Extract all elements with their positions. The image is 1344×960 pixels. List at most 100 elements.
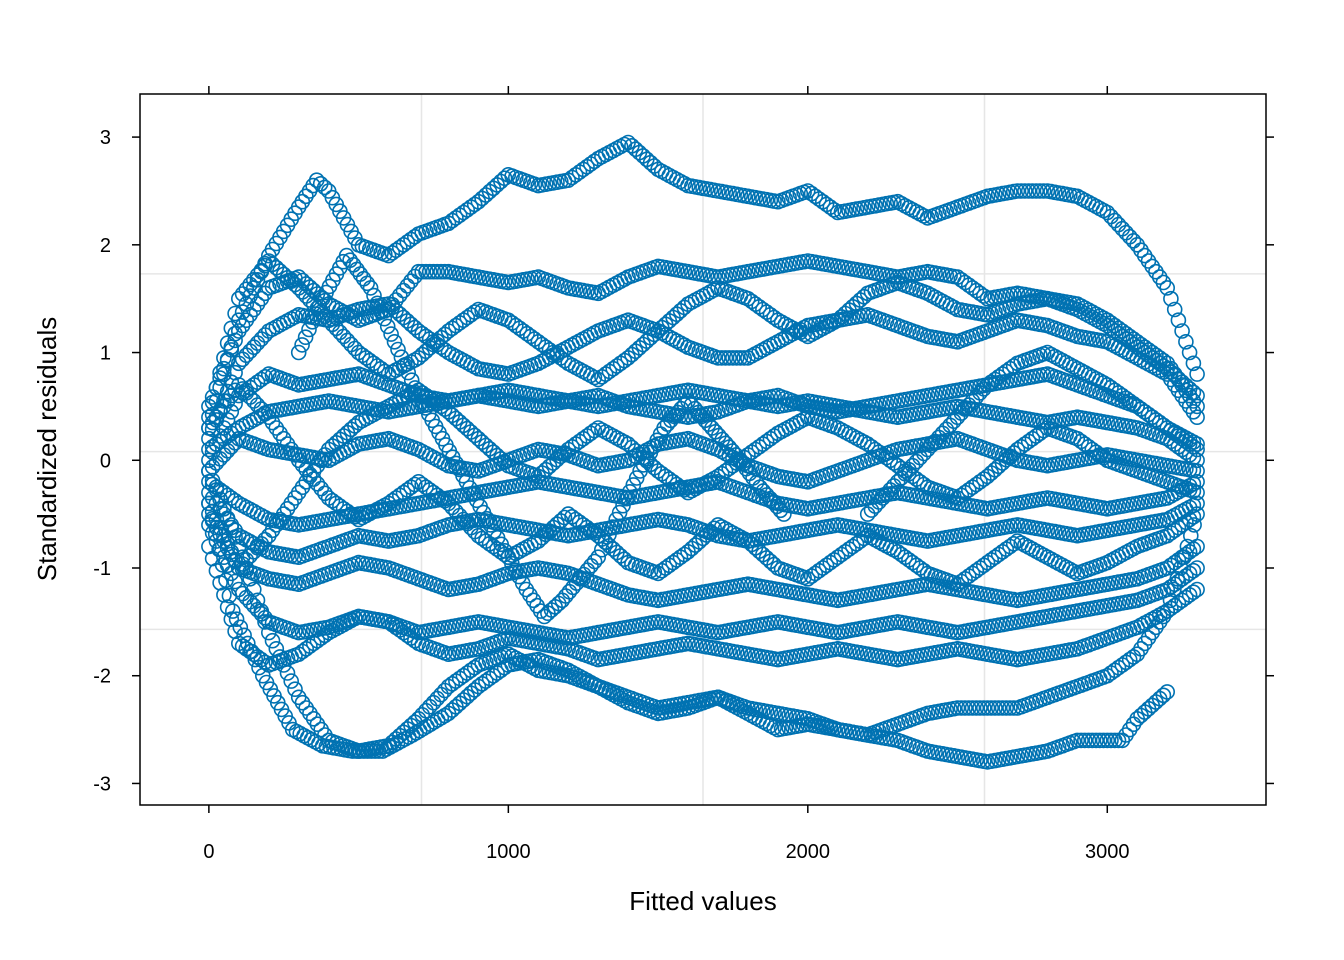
data-point [728, 350, 745, 366]
data-point [297, 329, 314, 346]
data-point [399, 278, 416, 294]
data-point [1084, 732, 1101, 749]
y-tick-label: -1 [93, 558, 111, 580]
data-point [343, 336, 359, 353]
data-point [227, 434, 243, 451]
data-point [316, 179, 333, 196]
data-point [246, 339, 262, 356]
y-axis-label: Standardized residuals [32, 317, 62, 582]
data-point [249, 335, 266, 351]
data-point [242, 343, 258, 360]
data-point [710, 350, 726, 366]
data-point [1005, 700, 1022, 716]
data-point [1170, 312, 1187, 329]
data-point [1110, 216, 1127, 233]
data-point [1107, 212, 1123, 229]
data-point [246, 393, 262, 409]
data-point [717, 350, 734, 366]
data-point [204, 389, 221, 405]
data-point [232, 619, 249, 636]
data-point [1189, 452, 1205, 469]
data-point [1088, 732, 1104, 749]
data-point [257, 614, 273, 630]
data-point [1002, 700, 1018, 716]
data-point [583, 557, 599, 574]
data-point [433, 686, 449, 703]
data-point [1185, 355, 1202, 372]
y-tick-label: -3 [93, 773, 111, 795]
data-point [725, 350, 741, 366]
data-point [994, 700, 1011, 716]
data-point [228, 611, 245, 628]
data-point [383, 326, 399, 342]
data-point [362, 280, 379, 296]
y-tick-label: 1 [100, 343, 111, 365]
data-point [960, 700, 977, 716]
data-point [1125, 233, 1142, 249]
data-point [234, 351, 251, 368]
data-point [328, 320, 345, 337]
data-point [1174, 323, 1190, 339]
data-point [1092, 732, 1108, 749]
y-tick-label: 0 [100, 450, 111, 472]
data-point [312, 176, 329, 192]
data-point [305, 471, 322, 487]
x-axis-label: Fitted values [629, 886, 776, 916]
data-point [998, 700, 1015, 716]
data-point [1166, 301, 1183, 318]
data-point [1189, 409, 1205, 426]
data-point [1114, 220, 1131, 237]
data-point [912, 206, 928, 222]
data-point [561, 583, 578, 600]
data-point [287, 309, 303, 325]
data-point [317, 485, 333, 502]
data-point [1159, 280, 1175, 296]
data-point [1080, 732, 1097, 749]
data-point [1118, 224, 1134, 241]
data-point [253, 331, 270, 347]
data-point [916, 445, 932, 462]
x-tick-label: 3000 [1085, 841, 1130, 863]
data-point [983, 700, 1000, 716]
data-point [1069, 732, 1086, 749]
data-point [391, 287, 408, 304]
data-point [863, 502, 880, 518]
data-point [238, 347, 255, 364]
data-point [972, 700, 988, 716]
data-point [1077, 732, 1093, 749]
data-point [216, 360, 232, 377]
data-point [1024, 183, 1041, 199]
data-point [975, 700, 992, 716]
data-point [713, 350, 730, 366]
x-tick-label: 0 [203, 841, 214, 863]
data-point [1099, 732, 1116, 749]
data-point [1186, 517, 1202, 533]
data-point [390, 341, 406, 358]
data-point [676, 175, 693, 192]
y-tick-label: 3 [100, 127, 111, 149]
data-point [1013, 183, 1030, 199]
data-point [225, 603, 241, 619]
data-point [379, 318, 396, 335]
data-point [942, 417, 958, 434]
data-point [339, 332, 356, 349]
data-point [957, 700, 973, 716]
data-point [1020, 183, 1037, 199]
data-point [721, 350, 738, 366]
data-point [429, 690, 446, 707]
data-point [736, 350, 753, 366]
data-point [1181, 344, 1198, 361]
data-point [287, 681, 303, 698]
data-point [219, 442, 236, 459]
data-point [586, 153, 603, 170]
data-point [227, 422, 243, 439]
data-point [1035, 183, 1052, 199]
data-point [826, 202, 842, 218]
data-point [436, 263, 453, 280]
data-point [421, 698, 438, 715]
data-point [335, 328, 352, 345]
data-point [257, 368, 273, 385]
data-point [425, 263, 442, 280]
x-tick-label: 1000 [486, 841, 531, 863]
